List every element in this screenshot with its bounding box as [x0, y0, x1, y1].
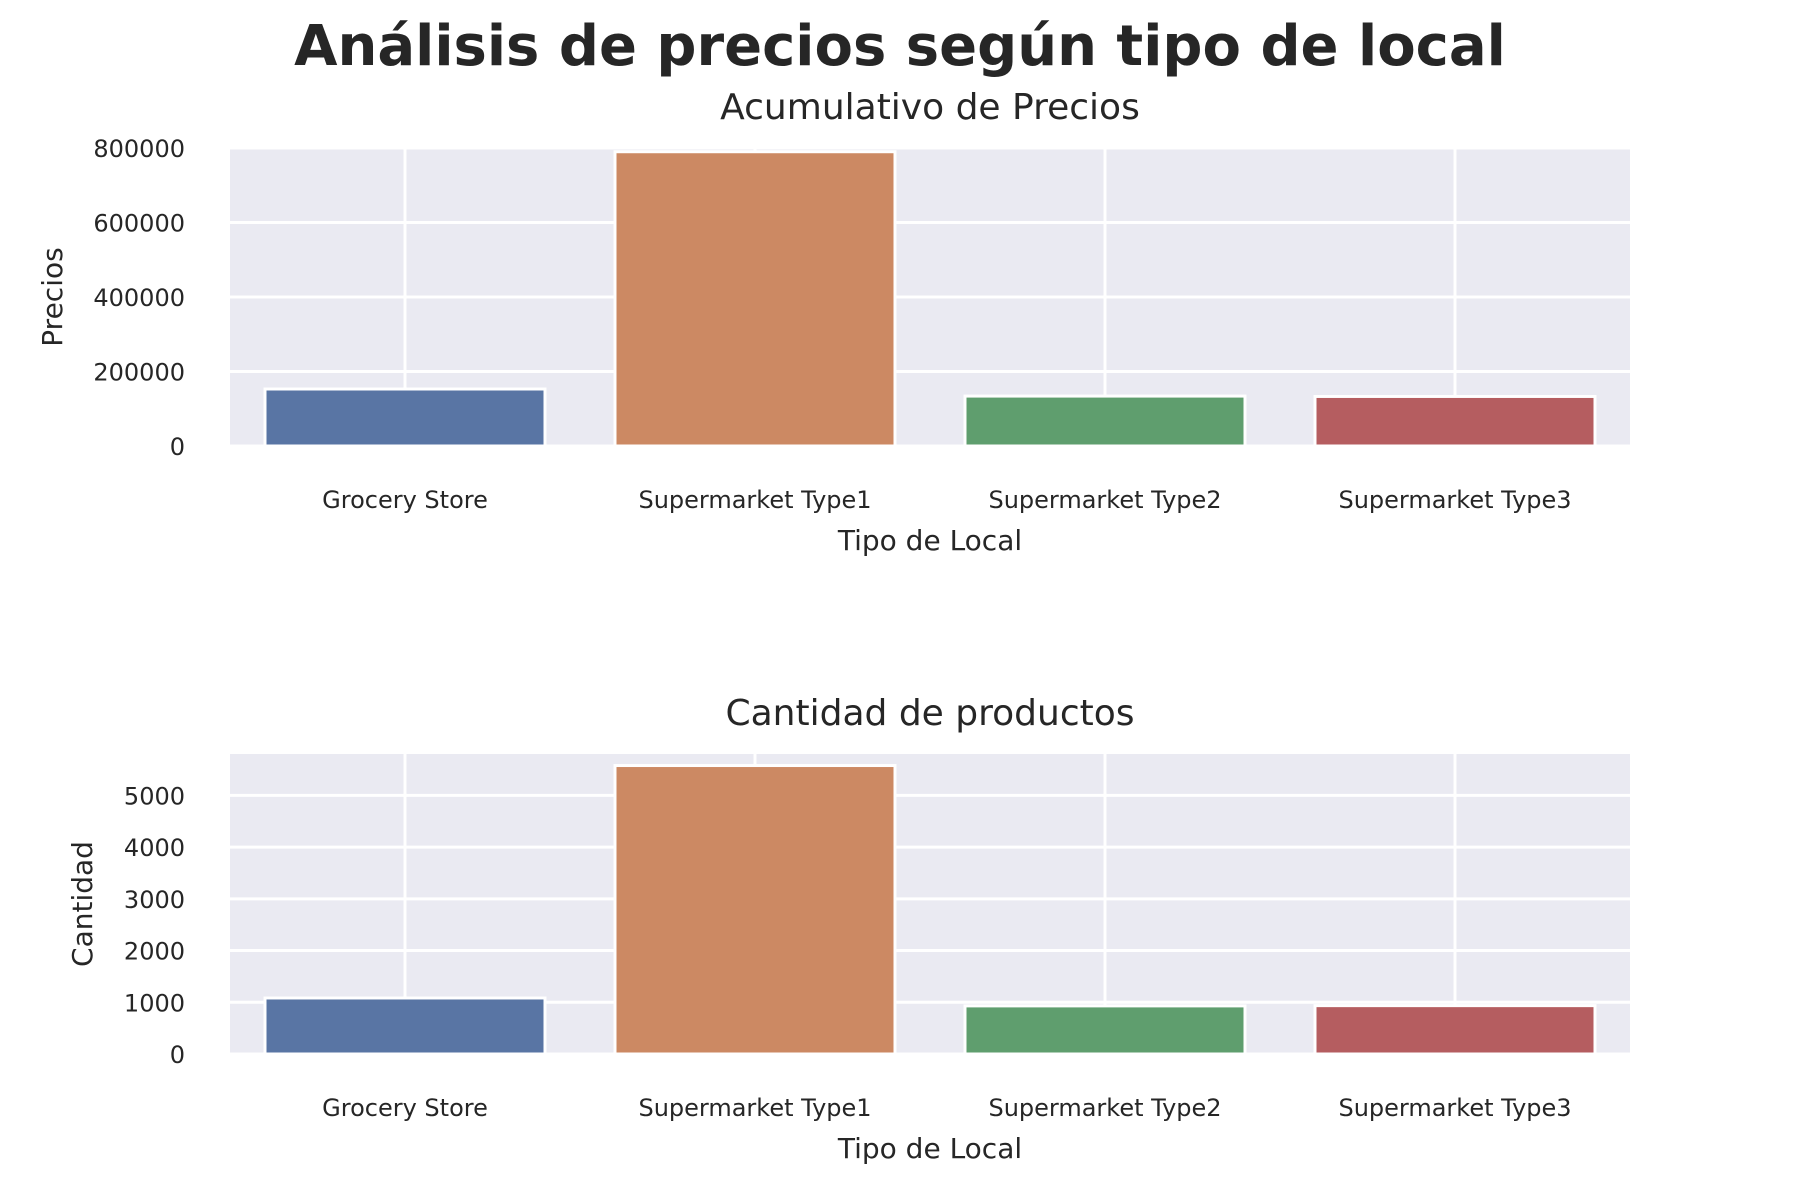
y-tick-label: 2000: [124, 938, 185, 966]
bar-supermarket-type1: [613, 764, 897, 1056]
y-tick-label: 200000: [93, 359, 185, 387]
bar-grocery-store: [263, 387, 547, 448]
bar-supermarket-type1: [613, 150, 897, 448]
x-tick-label: Supermarket Type2: [988, 1094, 1221, 1122]
x-tick-label: Supermarket Type3: [1338, 1094, 1571, 1122]
y-tick-label: 0: [170, 1041, 185, 1069]
y-tick-label: 0: [170, 433, 185, 461]
bar-supermarket-type3: [1313, 1004, 1597, 1056]
y-axis-label: Precios: [36, 247, 69, 346]
x-axis-label: Tipo de Local: [837, 1132, 1022, 1165]
bar-supermarket-type2: [963, 1004, 1247, 1056]
figure-title: Análisis de precios según tipo de local: [294, 14, 1506, 79]
chart-acumulativo-precios: 0 200000 400000 600000 800000 Grocery Store Su…: [36, 87, 1630, 557]
y-axis-label: Cantidad: [66, 841, 99, 967]
x-tick-label: Supermarket Type2: [988, 486, 1221, 514]
x-tick-label: Supermarket Type1: [638, 1094, 871, 1122]
x-tick-label: Supermarket Type3: [1338, 486, 1571, 514]
y-tick-label: 4000: [124, 834, 185, 862]
y-tick-label: 3000: [124, 886, 185, 914]
y-tick-label: 800000: [93, 135, 185, 163]
chart-title: Acumulativo de Precios: [720, 87, 1140, 128]
bar-grocery-store: [263, 996, 547, 1056]
bar-supermarket-type3: [1313, 394, 1597, 448]
y-tick-label: 5000: [124, 782, 185, 810]
bar-supermarket-type2: [963, 394, 1247, 448]
x-axis-label: Tipo de Local: [837, 524, 1022, 557]
x-tick-label: Grocery Store: [322, 486, 488, 514]
y-tick-label: 400000: [93, 284, 185, 312]
x-tick-label: Grocery Store: [322, 1094, 488, 1122]
y-tick-label: 600000: [93, 210, 185, 238]
chart-title: Cantidad de productos: [725, 693, 1134, 734]
y-tick-label: 1000: [124, 989, 185, 1017]
chart-cantidad-productos: 0 1000 2000 3000 4000 5000 Grocery Store Superm…: [66, 693, 1630, 1165]
x-tick-label: Supermarket Type1: [638, 486, 871, 514]
